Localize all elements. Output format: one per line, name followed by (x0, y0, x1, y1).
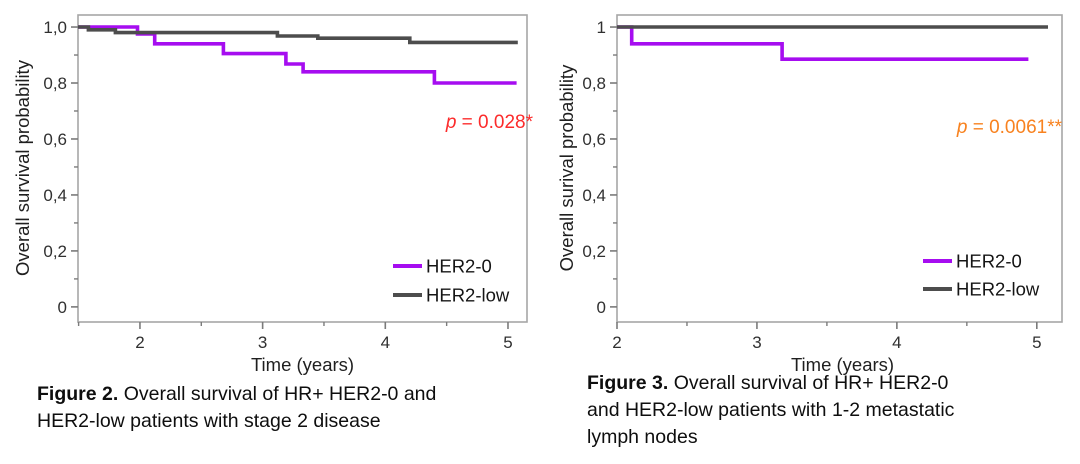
figure-label: Figure 2. (37, 383, 119, 405)
caption-text: Overall survival of HR+ HER2-0 and (118, 383, 437, 405)
caption-line-3: lymph nodes (587, 425, 698, 448)
figure-label: Figure 3. (587, 372, 669, 394)
figure-2: Overall survival probability 2 3 4 5 0 0,2 0,4… (12, 14, 534, 435)
figure-3: Overall surival probability 2 3 4 5 0 0,2 0,4 0… (540, 0, 1080, 464)
x-axis-title: Time (years) (250, 354, 355, 375)
p-value-annotation: p = 0.0061** (956, 117, 1063, 138)
p-value-annotation: p = 0.028* (445, 112, 534, 133)
y-tick-label: 0,2 (582, 242, 606, 261)
legend-label-her2-low: HER2-low (956, 279, 1040, 300)
y-tick-label: 0 (597, 298, 606, 317)
x-tick-label: 4 (892, 333, 901, 350)
legend-label-her2-0: HER2-0 (956, 251, 1022, 272)
legend-label-her2-0: HER2-0 (426, 256, 492, 277)
caption-text: Overall survival of HR+ HER2-0 (668, 372, 949, 394)
x-tick-label: 2 (612, 333, 621, 350)
x-tick-label: 3 (752, 333, 761, 350)
figure-caption: Figure 2. Overall survival of HR+ HER2-0… (37, 381, 436, 435)
y-tick-label: 0,4 (43, 186, 67, 205)
caption-line-2: HER2-low patients with stage 2 disease (37, 409, 381, 432)
y-tick-label: 1,0 (43, 18, 67, 37)
x-axis-title: Time (years) (790, 354, 895, 375)
km-plot-figure-3: 2 3 4 5 0 0,2 0,4 0,6 0,8 1 p = 0.0061** HER2-0 HER2… (582, 14, 1063, 350)
caption-line-2: and HER2-low patients with 1-2 metastati… (587, 398, 955, 421)
y-tick-label: 0,4 (582, 186, 606, 205)
y-tick-label: 0,8 (582, 74, 606, 93)
y-tick-label: 0,6 (43, 130, 67, 149)
y-tick-label: 1 (597, 18, 606, 37)
series-line-her2-0 (617, 25, 1029, 61)
caption-line-1: Figure 2. Overall survival of HR+ HER2-0… (37, 381, 436, 408)
y-tick-label: 0,6 (582, 130, 606, 149)
x-tick-label: 5 (503, 333, 512, 350)
y-tick-label: 0,2 (43, 242, 67, 261)
x-tick-label: 3 (258, 333, 267, 350)
figure-caption: Figure 3. Overall survival of HR+ HER2-0… (587, 370, 954, 451)
series-line-her2-low (78, 25, 518, 45)
x-tick-label: 5 (1032, 333, 1041, 350)
legend-label-her2-low: HER2-low (426, 285, 510, 306)
caption-line-1: Figure 3. Overall survival of HR+ HER2-0 (587, 370, 954, 397)
x-tick-label: 4 (381, 333, 390, 350)
y-tick-label: 0 (58, 298, 67, 317)
km-plot-figure-2: 2 3 4 5 0 0,2 0,4 0,6 0,8 1,0 p = 0.028* HER2-0 HER2… (43, 14, 534, 350)
plot-border (616, 14, 1063, 323)
y-tick-label: 0,8 (43, 74, 67, 93)
x-tick-label: 2 (135, 333, 144, 350)
plot-border (77, 14, 528, 323)
